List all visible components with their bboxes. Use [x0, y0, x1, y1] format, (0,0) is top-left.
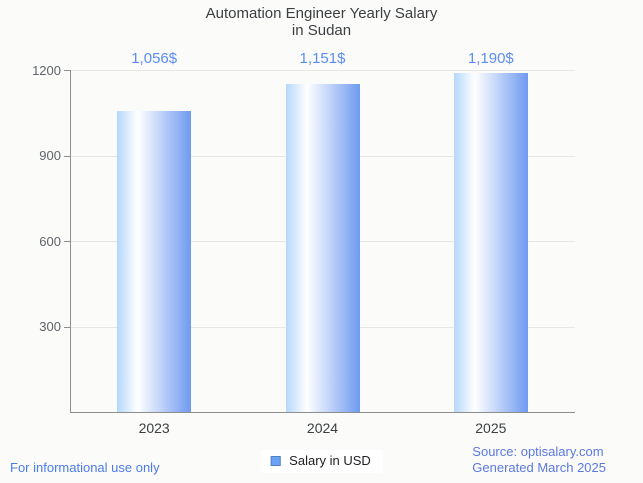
footer-generated-line: Generated March 2025 — [472, 460, 606, 475]
bar-value-label: 1,151$ — [299, 50, 346, 67]
y-tick-label: 300 — [39, 319, 61, 334]
footer-source-line: Source: optisalary.com — [472, 444, 604, 459]
x-tick-label: 2024 — [306, 420, 339, 436]
bar — [117, 111, 192, 412]
chart-title-line2: in Sudan — [291, 22, 352, 39]
y-axis-tick — [64, 326, 70, 328]
y-tick-label: 1200 — [32, 62, 61, 78]
legend: Salary in USD — [260, 450, 383, 473]
y-axis-line — [70, 70, 71, 412]
footer-source-block: Source: optisalary.com Generated March 2… — [472, 444, 606, 476]
bar — [285, 83, 360, 412]
y-axis-tick — [64, 155, 70, 157]
x-axis-line — [70, 412, 575, 413]
bar — [453, 72, 528, 412]
footer-disclaimer: For informational use only — [10, 460, 160, 475]
gridline — [70, 70, 575, 71]
bar-value-label: 1,190$ — [467, 50, 514, 67]
y-axis-tick — [64, 241, 70, 242]
y-axis-tick — [64, 70, 70, 71]
chart-title-line1: Automation Engineer Yearly Salary — [205, 5, 438, 22]
y-tick-label: 900 — [39, 148, 61, 163]
y-tick-label: 600 — [39, 233, 61, 249]
x-tick-label: 2023 — [138, 420, 170, 436]
legend-swatch-icon — [270, 456, 281, 466]
bar-value-label: 1,056$ — [131, 50, 178, 67]
chart-title: Automation Engineer Yearly Salary in Sud… — [0, 5, 643, 39]
legend-label: Salary in USD — [289, 453, 371, 468]
x-tick-label: 2025 — [475, 420, 507, 436]
